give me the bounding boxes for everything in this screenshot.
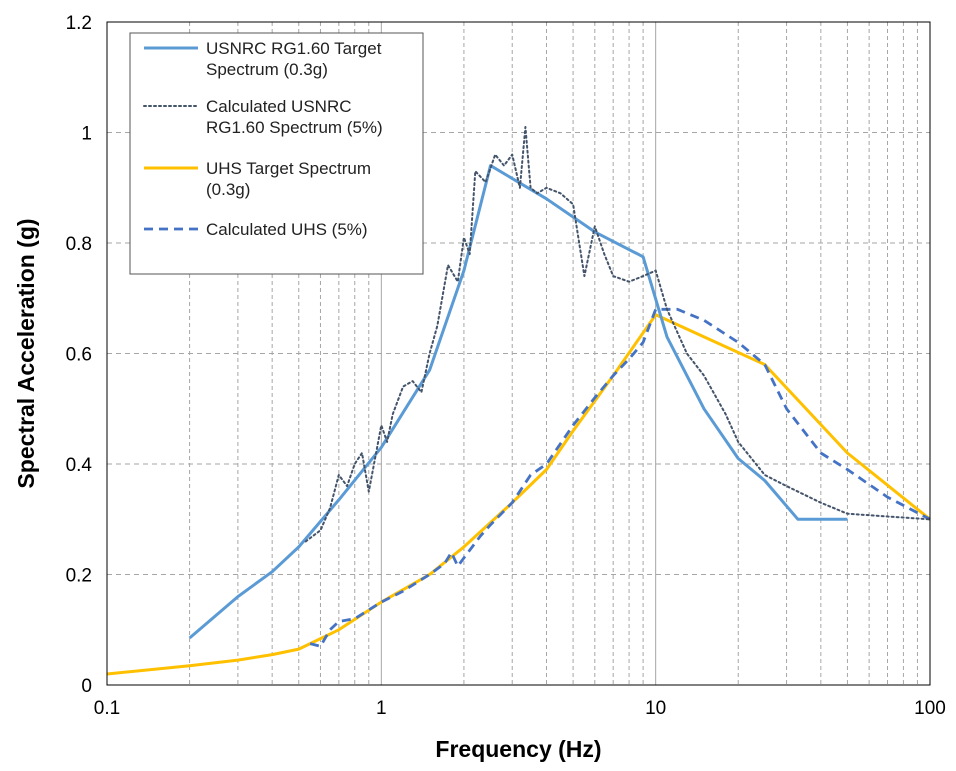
legend-label-1: USNRC RG1.60 Target: [206, 39, 382, 58]
plot-frame: [106, 21, 931, 686]
x-axis-title: Frequency (Hz): [435, 736, 601, 762]
legend-label-1: Spectrum (0.3g): [206, 60, 328, 79]
tick-labels: 0.1 1 10 100 0 0.2 0.4 0.6 0.8 1 1.2: [66, 13, 946, 719]
y-tick-label: 0.8: [66, 234, 92, 255]
x-tick-label: 0.1: [94, 698, 120, 719]
y-tick-label: 0: [81, 676, 92, 697]
series-line-4: [309, 307, 931, 648]
y-axis-title: Spectral Acceleration (g): [13, 218, 39, 488]
series-layer: [106, 126, 931, 676]
x-tick-label: 100: [914, 698, 946, 719]
y-tick-label: 0.6: [66, 345, 92, 366]
legend-label-2: RG1.60 Spectrum (5%): [206, 118, 383, 137]
legend-label-3: UHS Target Spectrum: [206, 159, 371, 178]
y-tick-label: 1.2: [66, 13, 92, 34]
legend: USNRC RG1.60 Target Spectrum (0.3g) Calcul…: [129, 32, 424, 275]
y-tick-label: 0.2: [66, 566, 92, 587]
legend-label-4: Calculated UHS (5%): [206, 220, 368, 239]
legend-label-3: (0.3g): [206, 180, 250, 199]
y-tick-label: 0.4: [66, 455, 93, 476]
legend-label-2: Calculated USNRC: [206, 97, 352, 116]
series-line-3: [106, 313, 931, 676]
y-tick-label: 1: [81, 124, 92, 145]
x-tick-label: 1: [376, 698, 387, 719]
legend-box: [129, 32, 424, 275]
series-line-2: [304, 126, 931, 543]
x-tick-label: 10: [645, 698, 666, 719]
